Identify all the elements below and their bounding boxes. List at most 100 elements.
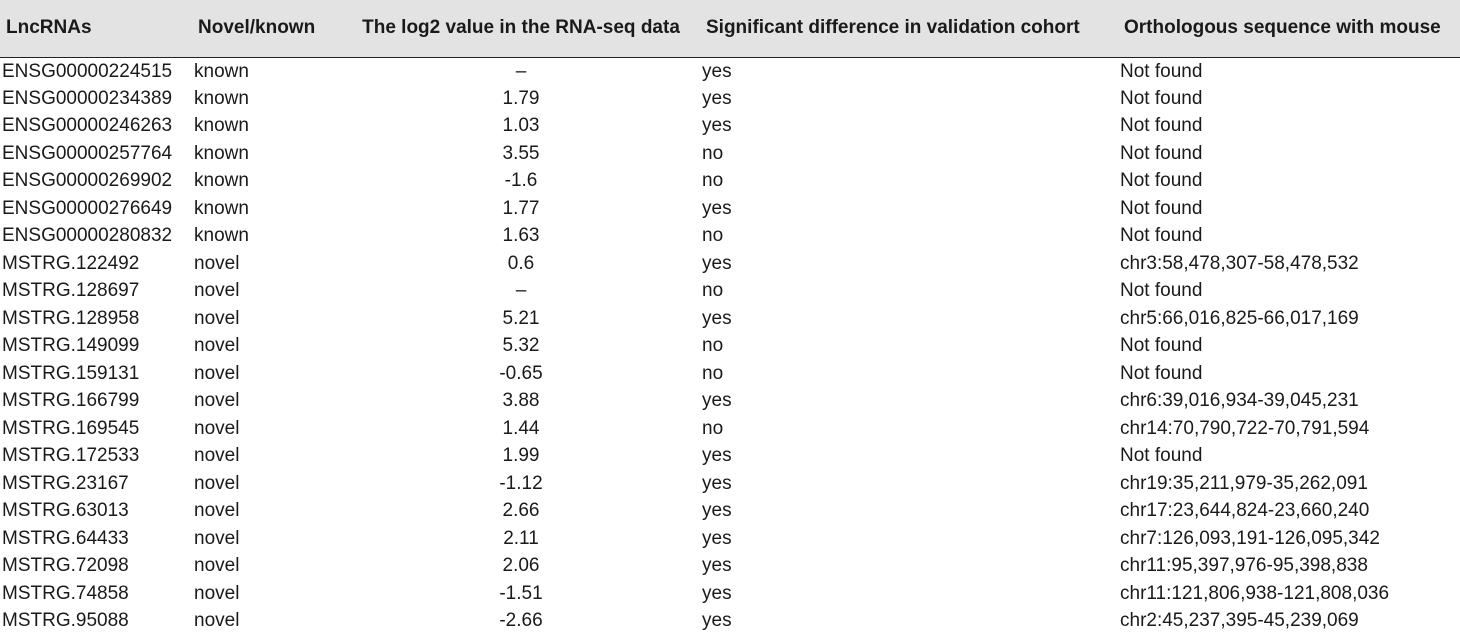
table-header: LncRNAs Novel/known The log2 value in th… <box>0 0 1460 58</box>
cell-significant: yes <box>702 610 732 632</box>
cell-log2-value: 1.77 <box>502 197 540 219</box>
table-row: MSTRG.23167 novel -1.12 yes chr19:35,211,979… <box>0 470 1460 498</box>
cell-orthologous: Not found <box>1120 280 1203 302</box>
cell-log2-value: 3.88 <box>502 390 540 412</box>
cell-log2-value: 1.03 <box>502 115 540 137</box>
cell-log2-value: 2.06 <box>502 555 540 577</box>
cell-orthologous: chr11:121,806,938-121,808,036 <box>1120 582 1390 604</box>
table-row: MSTRG.72098 novel 2.06 yes chr11:95,397,976-… <box>0 552 1460 580</box>
cell-novel-known: novel <box>194 252 240 274</box>
cell-log2-value: 5.21 <box>502 307 540 329</box>
cell-orthologous: Not found <box>1120 87 1203 109</box>
cell-lncrna: MSTRG.128697 <box>2 280 140 302</box>
table-row: ENSG00000280832 known 1.63 no Not found <box>0 222 1460 250</box>
header-orthologous-sequence: Orthologous sequence with mouse <box>1118 0 1460 58</box>
cell-significant: yes <box>702 307 732 329</box>
cell-novel-known: novel <box>194 472 240 494</box>
cell-orthologous: Not found <box>1120 197 1203 219</box>
cell-log2-value: -1.12 <box>499 472 543 494</box>
cell-log2-value: 1.99 <box>502 445 540 467</box>
cell-novel-known: novel <box>194 445 240 467</box>
cell-novel-known: known <box>194 60 249 82</box>
cell-significant: yes <box>702 60 732 82</box>
cell-lncrna: MSTRG.23167 <box>2 472 129 494</box>
table-row: MSTRG.64433 novel 2.11 yes chr7:126,093,191-… <box>0 525 1460 553</box>
cell-novel-known: novel <box>194 582 240 604</box>
cell-lncrna: MSTRG.122492 <box>2 252 140 274</box>
cell-orthologous: chr17:23,644,824-23,660,240 <box>1120 500 1370 522</box>
table-row: ENSG00000276649 known 1.77 yes Not found <box>0 195 1460 223</box>
cell-orthologous: chr14:70,790,722-70,791,594 <box>1120 417 1370 439</box>
cell-orthologous: Not found <box>1120 445 1203 467</box>
cell-significant: yes <box>702 252 732 274</box>
cell-log2-value: – <box>515 280 527 302</box>
cell-orthologous: chr2:45,237,395-45,239,069 <box>1120 610 1359 632</box>
cell-novel-known: novel <box>194 390 240 412</box>
header-significant-difference: Significant difference in validation coh… <box>700 0 1118 58</box>
table-row: MSTRG.166799 novel 3.88 yes chr6:39,016,934-… <box>0 387 1460 415</box>
cell-lncrna: MSTRG.172533 <box>2 445 140 467</box>
cell-log2-value: 1.63 <box>502 225 540 247</box>
cell-novel-known: novel <box>194 362 240 384</box>
table-row: MSTRG.169545 novel 1.44 no chr14:70,790,722-… <box>0 415 1460 443</box>
table-row: MSTRG.122492 novel 0.6 yes chr3:58,478,307-5… <box>0 250 1460 278</box>
cell-lncrna: ENSG00000246263 <box>2 115 173 137</box>
cell-significant: no <box>702 335 724 357</box>
cell-significant: no <box>702 417 724 439</box>
cell-novel-known: known <box>194 115 249 137</box>
cell-lncrna: ENSG00000276649 <box>2 197 173 219</box>
cell-significant: yes <box>702 115 732 137</box>
table-row: ENSG00000257764 known 3.55 no Not found <box>0 140 1460 168</box>
cell-lncrna: MSTRG.159131 <box>2 362 140 384</box>
header-novel-known: Novel/known <box>192 0 342 58</box>
table-row: ENSG00000246263 known 1.03 yes Not found <box>0 112 1460 140</box>
cell-novel-known: known <box>194 142 249 164</box>
cell-novel-known: novel <box>194 610 240 632</box>
cell-orthologous: chr19:35,211,979-35,262,091 <box>1120 472 1368 494</box>
cell-lncrna: MSTRG.72098 <box>2 555 129 577</box>
cell-log2-value: 0.6 <box>507 252 535 274</box>
header-row: LncRNAs Novel/known The log2 value in th… <box>0 0 1460 58</box>
cell-significant: yes <box>702 87 732 109</box>
cell-lncrna: ENSG00000234389 <box>2 87 173 109</box>
table-row: MSTRG.159131 novel -0.65 no Not found <box>0 360 1460 388</box>
cell-significant: no <box>702 362 724 384</box>
table-row: MSTRG.128958 novel 5.21 yes chr5:66,016,825-… <box>0 305 1460 333</box>
cell-novel-known: novel <box>194 307 240 329</box>
cell-log2-value: -1.6 <box>504 170 538 192</box>
cell-significant: yes <box>702 555 732 577</box>
table-row: MSTRG.149099 novel 5.32 no Not found <box>0 332 1460 360</box>
table-row: ENSG00000234389 known 1.79 yes Not found <box>0 85 1460 113</box>
cell-orthologous: Not found <box>1120 60 1203 82</box>
cell-orthologous: Not found <box>1120 335 1203 357</box>
cell-novel-known: novel <box>194 555 240 577</box>
table-row: ENSG00000224515 known – yes Not found <box>0 57 1460 85</box>
cell-lncrna: ENSG00000257764 <box>2 142 173 164</box>
cell-log2-value: -1.51 <box>499 582 543 604</box>
cell-lncrna: MSTRG.128958 <box>2 307 140 329</box>
cell-significant: yes <box>702 527 732 549</box>
cell-significant: no <box>702 142 724 164</box>
cell-orthologous: Not found <box>1120 142 1203 164</box>
cell-lncrna: ENSG00000224515 <box>2 60 173 82</box>
cell-orthologous: Not found <box>1120 115 1203 137</box>
cell-novel-known: known <box>194 170 249 192</box>
table-row: MSTRG.128697 novel – no Not found <box>0 277 1460 305</box>
cell-lncrna: MSTRG.95088 <box>2 610 129 632</box>
cell-significant: no <box>702 170 724 192</box>
cell-significant: yes <box>702 472 732 494</box>
cell-log2-value: 3.55 <box>502 142 540 164</box>
cell-lncrna: MSTRG.149099 <box>2 335 140 357</box>
table-row: MSTRG.63013 novel 2.66 yes chr17:23,644,824-… <box>0 497 1460 525</box>
cell-lncrna: MSTRG.169545 <box>2 417 140 439</box>
cell-orthologous: Not found <box>1120 170 1203 192</box>
cell-orthologous: Not found <box>1120 362 1203 384</box>
cell-novel-known: novel <box>194 280 240 302</box>
cell-lncrna: ENSG00000269902 <box>2 170 173 192</box>
cell-log2-value: 1.44 <box>502 417 540 439</box>
cell-novel-known: novel <box>194 417 240 439</box>
cell-lncrna: MSTRG.74858 <box>2 582 129 604</box>
cell-log2-value: – <box>515 60 527 82</box>
cell-orthologous: Not found <box>1120 225 1203 247</box>
